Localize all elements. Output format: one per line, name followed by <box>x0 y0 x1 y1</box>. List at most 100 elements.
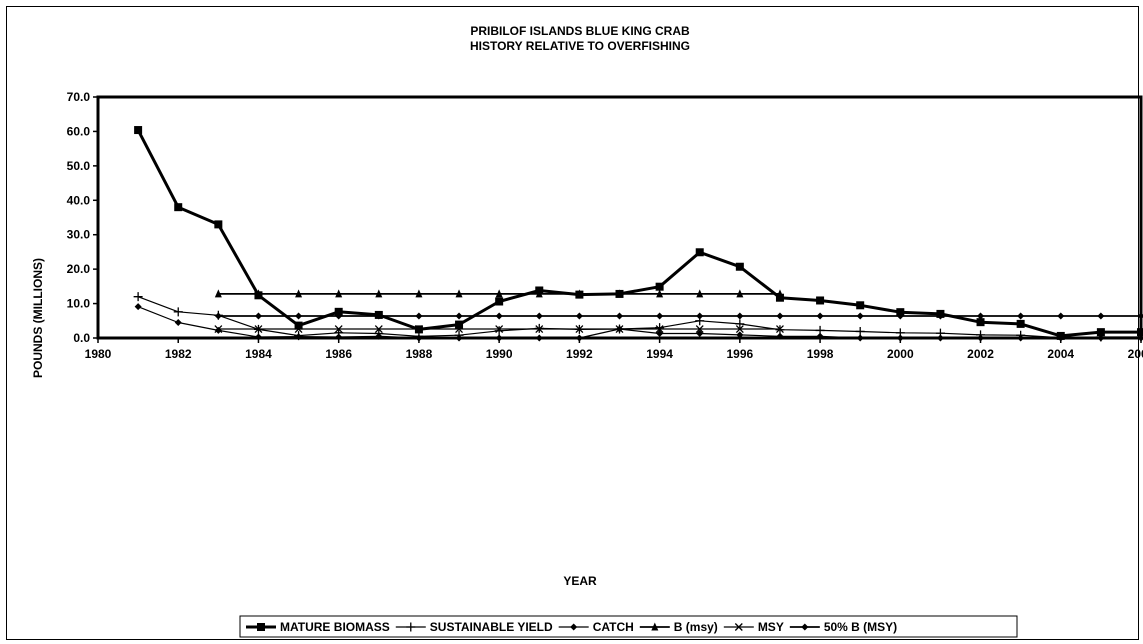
data-point <box>495 297 504 306</box>
data-point <box>1057 334 1065 342</box>
data-point <box>615 325 624 334</box>
legend-entry: MSY <box>723 620 784 634</box>
data-point <box>616 289 623 298</box>
data-point <box>334 325 343 334</box>
series-3 <box>214 289 784 298</box>
data-point <box>133 292 143 302</box>
data-point <box>254 333 262 341</box>
data-point <box>535 289 543 298</box>
data-point <box>736 312 744 320</box>
x-tick-label: 2004 <box>1047 347 1074 361</box>
data-point <box>735 262 744 271</box>
data-point <box>455 334 463 342</box>
legend-box <box>239 615 1018 638</box>
series-line <box>136 129 1141 338</box>
x-tick-label: 1994 <box>646 347 673 361</box>
legend-swatch-marker <box>406 622 416 632</box>
x-tick-label: 2000 <box>887 347 914 361</box>
x-tick-label: 2002 <box>967 347 994 361</box>
data-point <box>254 289 262 298</box>
data-point <box>936 334 944 342</box>
data-point <box>375 312 383 320</box>
data-point <box>455 325 463 334</box>
data-point <box>173 307 183 317</box>
data-point <box>295 333 303 341</box>
data-point <box>575 325 584 334</box>
legend-swatch-marker <box>734 623 743 631</box>
data-point <box>375 332 383 340</box>
data-point <box>816 296 825 305</box>
x-tick-label: 1998 <box>807 347 834 361</box>
data-point <box>856 301 865 310</box>
data-point <box>656 289 664 298</box>
chart-title-line-1: PRIBILOF ISLANDS BLUE KING CRAB <box>470 24 690 38</box>
data-point <box>495 289 503 298</box>
data-point <box>214 312 222 320</box>
data-point <box>1016 319 1025 328</box>
data-point <box>335 333 343 341</box>
data-point <box>535 312 543 320</box>
data-point <box>816 332 824 340</box>
legend-entry: SUSTAINABLE YIELD <box>395 620 553 634</box>
data-point <box>575 289 583 298</box>
data-point <box>776 325 784 334</box>
series-5 <box>214 312 1143 320</box>
data-point <box>535 325 544 334</box>
data-point <box>856 312 864 320</box>
data-point <box>736 289 744 298</box>
data-point <box>776 289 784 298</box>
legend-swatch-marker <box>257 623 265 631</box>
data-point <box>415 334 423 342</box>
data-point <box>1137 312 1143 320</box>
legend-swatch-marker <box>570 623 578 631</box>
y-tick-label: 20.0 <box>67 262 91 276</box>
data-point <box>856 334 864 342</box>
y-tick-label: 0.0 <box>73 331 90 345</box>
data-point <box>455 312 463 320</box>
data-point <box>736 331 744 339</box>
data-point <box>696 330 704 338</box>
series-layer <box>133 126 1143 343</box>
x-tick-label: 1988 <box>406 347 433 361</box>
legend-swatch-marker <box>651 622 659 631</box>
data-point <box>214 325 223 334</box>
data-point <box>936 312 944 320</box>
series-line <box>137 306 1141 339</box>
x-tick-label: 1986 <box>325 347 352 361</box>
data-point <box>655 325 664 334</box>
legend-label: CATCH <box>593 620 634 634</box>
x-tick-label: 1992 <box>566 347 593 361</box>
data-point <box>495 334 503 342</box>
x-tick-label: 1982 <box>165 347 192 361</box>
data-point <box>656 312 664 320</box>
data-point <box>455 320 464 329</box>
data-point <box>1017 334 1025 342</box>
data-point <box>616 312 623 320</box>
data-point <box>735 319 745 329</box>
x-axis-ticks: 1980 1982 1984 1986 1988 1990 1992 1994 1996 1998… <box>85 338 1143 361</box>
y-axis-ticks: 0.0 10.0 20.0 30.0 40.0 50.0 60.0 70.0 <box>67 90 98 345</box>
data-point <box>374 325 383 334</box>
data-point <box>1097 334 1105 342</box>
y-tick-label: 30.0 <box>67 228 91 242</box>
data-point <box>977 334 985 342</box>
data-point <box>696 289 704 298</box>
data-point <box>254 325 263 334</box>
data-point <box>816 312 824 320</box>
data-point <box>134 303 142 311</box>
legend-label: B (msy) <box>674 620 718 634</box>
data-point <box>655 282 664 291</box>
legend-entry: 50% B (MSY) <box>789 620 897 634</box>
data-point <box>1097 312 1105 320</box>
data-point <box>696 312 704 320</box>
data-point <box>174 203 183 212</box>
data-point <box>294 325 303 334</box>
data-point <box>174 319 182 327</box>
legend-label: SUSTAINABLE YIELD <box>430 620 553 634</box>
data-point <box>214 326 222 334</box>
x-tick-label: 2006 <box>1128 347 1143 361</box>
legend-entry: B (msy) <box>639 620 718 634</box>
data-point <box>494 326 504 336</box>
data-point <box>735 325 744 334</box>
x-tick-label: 1980 <box>85 347 112 361</box>
